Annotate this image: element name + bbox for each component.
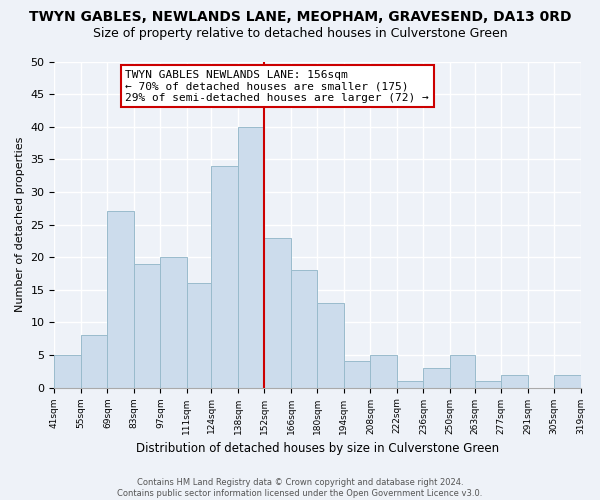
Bar <box>211 166 238 388</box>
Bar <box>397 381 424 388</box>
Bar <box>370 355 397 388</box>
Bar <box>424 368 450 388</box>
Bar <box>107 212 134 388</box>
Bar <box>344 362 370 388</box>
Bar <box>134 264 160 388</box>
Bar <box>291 270 317 388</box>
Text: TWYN GABLES, NEWLANDS LANE, MEOPHAM, GRAVESEND, DA13 0RD: TWYN GABLES, NEWLANDS LANE, MEOPHAM, GRA… <box>29 10 571 24</box>
Text: Contains HM Land Registry data © Crown copyright and database right 2024.
Contai: Contains HM Land Registry data © Crown c… <box>118 478 482 498</box>
Bar <box>160 257 187 388</box>
Bar <box>450 355 475 388</box>
Bar <box>55 355 81 388</box>
Bar <box>554 374 581 388</box>
Bar <box>317 303 344 388</box>
Bar <box>501 374 527 388</box>
X-axis label: Distribution of detached houses by size in Culverstone Green: Distribution of detached houses by size … <box>136 442 499 455</box>
Y-axis label: Number of detached properties: Number of detached properties <box>15 137 25 312</box>
Text: Size of property relative to detached houses in Culverstone Green: Size of property relative to detached ho… <box>92 28 508 40</box>
Bar <box>81 336 107 388</box>
Bar <box>265 238 291 388</box>
Bar <box>187 283 211 388</box>
Text: TWYN GABLES NEWLANDS LANE: 156sqm
← 70% of detached houses are smaller (175)
29%: TWYN GABLES NEWLANDS LANE: 156sqm ← 70% … <box>125 70 429 103</box>
Bar <box>238 126 265 388</box>
Bar <box>475 381 501 388</box>
